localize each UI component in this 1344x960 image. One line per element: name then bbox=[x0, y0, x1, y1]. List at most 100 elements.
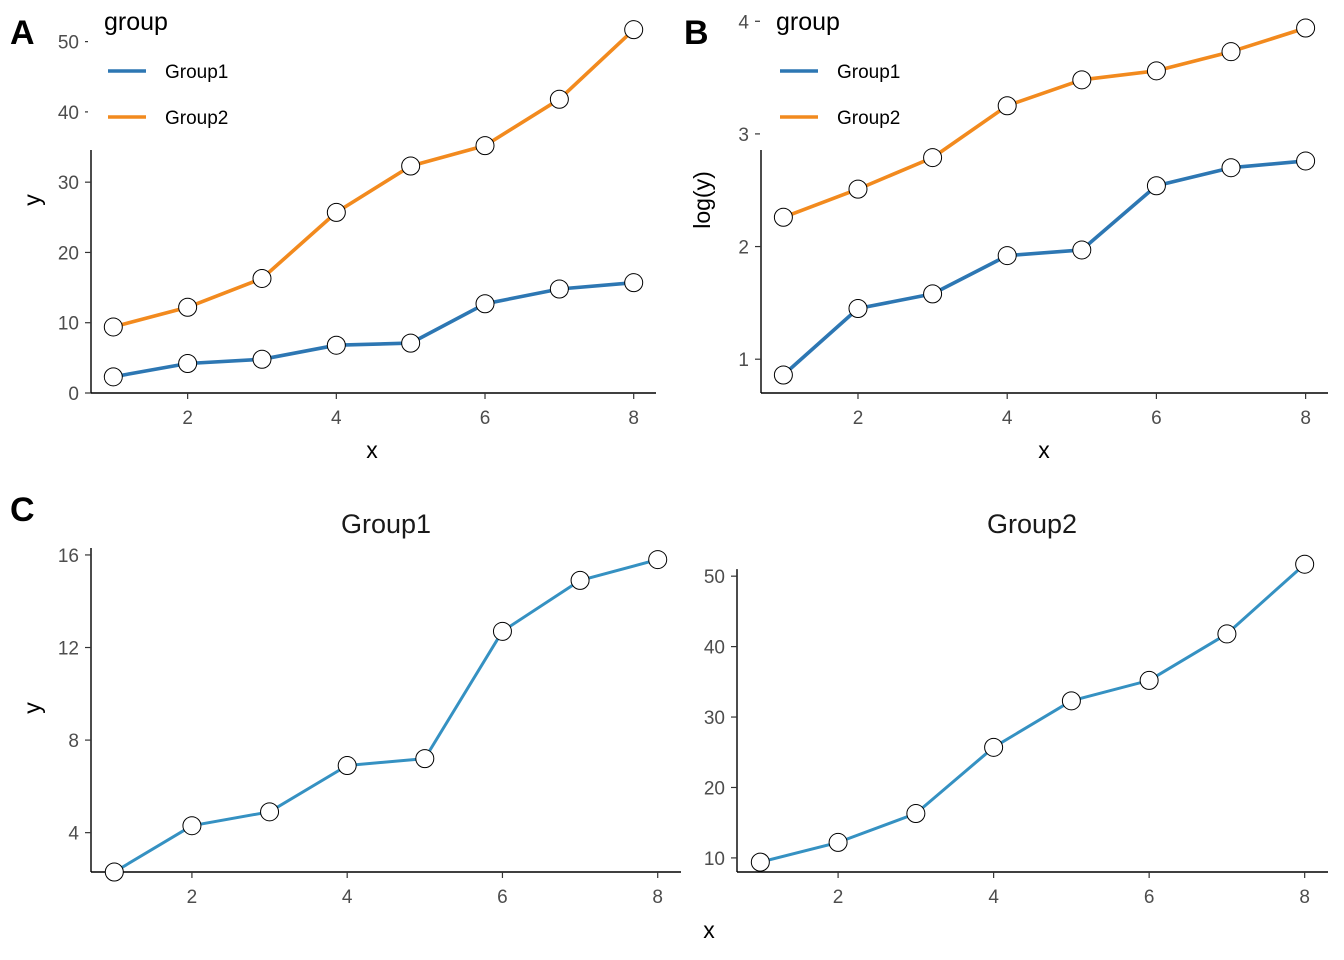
y-axis-title: y bbox=[19, 702, 45, 714]
data-point bbox=[260, 802, 280, 822]
data-point bbox=[1139, 670, 1159, 690]
y-tick-label: 1 bbox=[738, 350, 749, 371]
y-tick-label: 0 bbox=[68, 384, 79, 405]
y-tick-label: 4 bbox=[738, 12, 749, 33]
data-point bbox=[1072, 70, 1092, 90]
x-tick-label: 2 bbox=[853, 408, 864, 429]
x-tick-label: 6 bbox=[480, 408, 491, 429]
y-tick-label: 40 bbox=[704, 638, 725, 659]
panel-c-group2: 2 4 6 8 10 20 30 40 50 Group2 bbox=[704, 509, 1328, 908]
series-line-group1 bbox=[781, 159, 1308, 377]
data-point bbox=[570, 570, 590, 590]
series-line-group2 bbox=[758, 562, 1307, 864]
data-point bbox=[923, 284, 943, 304]
data-point bbox=[750, 852, 770, 872]
panel-tag: C bbox=[10, 491, 35, 529]
y-tick-label: 30 bbox=[58, 173, 79, 194]
data-point bbox=[1295, 554, 1315, 574]
y-tick-label: 8 bbox=[68, 731, 79, 752]
data-point bbox=[773, 365, 793, 385]
facet-title: Group1 bbox=[341, 509, 431, 539]
x-tick-label: 4 bbox=[1002, 408, 1013, 429]
data-point bbox=[103, 317, 123, 337]
panel-tag: B bbox=[684, 14, 709, 52]
data-point bbox=[1146, 61, 1166, 81]
x-tick-label: 4 bbox=[331, 408, 342, 429]
series-line-group2 bbox=[781, 26, 1308, 220]
data-point bbox=[997, 246, 1017, 266]
y-tick-label: 20 bbox=[58, 243, 79, 264]
data-point bbox=[252, 349, 272, 369]
data-point bbox=[1061, 691, 1081, 711]
y-axis-title: log(y) bbox=[689, 171, 715, 229]
y-tick-label: 10 bbox=[58, 314, 79, 335]
data-point bbox=[773, 207, 793, 227]
data-point bbox=[1296, 18, 1316, 38]
y-tick-label: 12 bbox=[58, 639, 79, 660]
data-point bbox=[906, 804, 926, 824]
data-point bbox=[1296, 151, 1316, 171]
x-tick-label: 4 bbox=[342, 887, 353, 908]
data-point bbox=[475, 294, 495, 314]
data-point bbox=[848, 179, 868, 199]
data-point bbox=[492, 621, 512, 641]
data-point bbox=[337, 756, 357, 776]
panel-c-group1: 2 4 6 8 4 8 12 16 y C Group1 bbox=[10, 491, 681, 908]
data-point bbox=[475, 136, 495, 156]
panel-b: 2 4 6 8 1 2 3 4 log(y) x B group Group1 Group2 bbox=[684, 0, 1328, 463]
data-point bbox=[997, 96, 1017, 116]
shared-x-axis-title: x bbox=[703, 917, 715, 943]
data-point bbox=[1217, 624, 1237, 644]
x-tick-label: 4 bbox=[988, 887, 999, 908]
x-tick-label: 8 bbox=[1299, 887, 1310, 908]
legend-label: Group2 bbox=[165, 108, 228, 129]
data-point bbox=[401, 156, 421, 176]
data-point bbox=[326, 202, 346, 222]
data-point bbox=[624, 20, 644, 40]
legend-title: group bbox=[776, 8, 840, 36]
y-tick-label: 16 bbox=[58, 546, 79, 567]
data-point bbox=[415, 749, 435, 769]
x-tick-label: 6 bbox=[1151, 408, 1162, 429]
legend-background bbox=[760, 0, 930, 150]
x-tick-label: 2 bbox=[187, 887, 198, 908]
data-point bbox=[103, 367, 123, 387]
x-tick-label: 2 bbox=[182, 408, 193, 429]
facet-title: Group2 bbox=[987, 509, 1077, 539]
data-point bbox=[252, 268, 272, 288]
data-point bbox=[401, 333, 421, 353]
data-point bbox=[178, 297, 198, 317]
data-point bbox=[104, 862, 124, 882]
x-tick-label: 6 bbox=[1144, 887, 1155, 908]
series-line-group1 bbox=[112, 558, 660, 874]
y-tick-label: 20 bbox=[704, 778, 725, 799]
data-point bbox=[1072, 240, 1092, 260]
data-point bbox=[178, 353, 198, 373]
data-point bbox=[923, 148, 943, 168]
data-point bbox=[549, 89, 569, 109]
data-point bbox=[828, 832, 848, 852]
series-line-group2 bbox=[111, 27, 636, 329]
y-tick-label: 30 bbox=[704, 708, 725, 729]
data-point bbox=[549, 279, 569, 299]
y-tick-label: 2 bbox=[738, 238, 749, 259]
data-point bbox=[182, 816, 202, 836]
x-tick-label: 8 bbox=[628, 408, 639, 429]
x-tick-label: 2 bbox=[833, 887, 844, 908]
data-point bbox=[326, 335, 346, 355]
data-point bbox=[624, 273, 644, 293]
data-point bbox=[1221, 158, 1241, 178]
y-tick-label: 40 bbox=[58, 103, 79, 124]
y-tick-label: 3 bbox=[738, 125, 749, 146]
data-point bbox=[648, 550, 668, 570]
panel-tag: A bbox=[10, 14, 35, 52]
data-point bbox=[1146, 176, 1166, 196]
data-point bbox=[1221, 42, 1241, 62]
x-tick-label: 8 bbox=[1300, 408, 1311, 429]
y-tick-label: 4 bbox=[68, 824, 79, 845]
data-point bbox=[984, 737, 1004, 757]
x-axis-title: x bbox=[366, 437, 378, 463]
legend-label: Group1 bbox=[837, 62, 900, 83]
series-line-group1 bbox=[111, 280, 636, 379]
